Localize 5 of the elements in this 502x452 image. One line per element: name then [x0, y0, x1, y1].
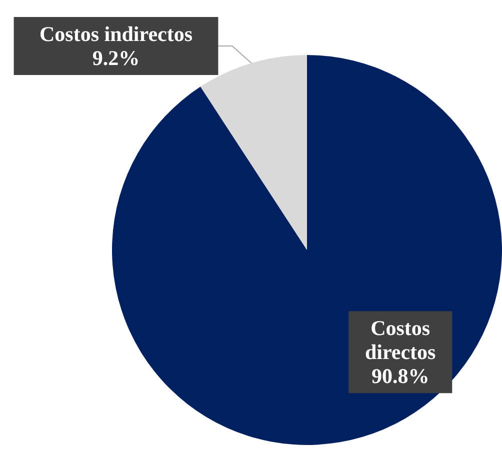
data-label: 90.8%: [371, 364, 430, 388]
pie-slice: [200, 55, 307, 250]
slice-label: Costos indirectos: [39, 22, 193, 46]
slice-label: Costos directos: [364, 316, 436, 364]
data-label: 9.2%: [92, 46, 140, 70]
